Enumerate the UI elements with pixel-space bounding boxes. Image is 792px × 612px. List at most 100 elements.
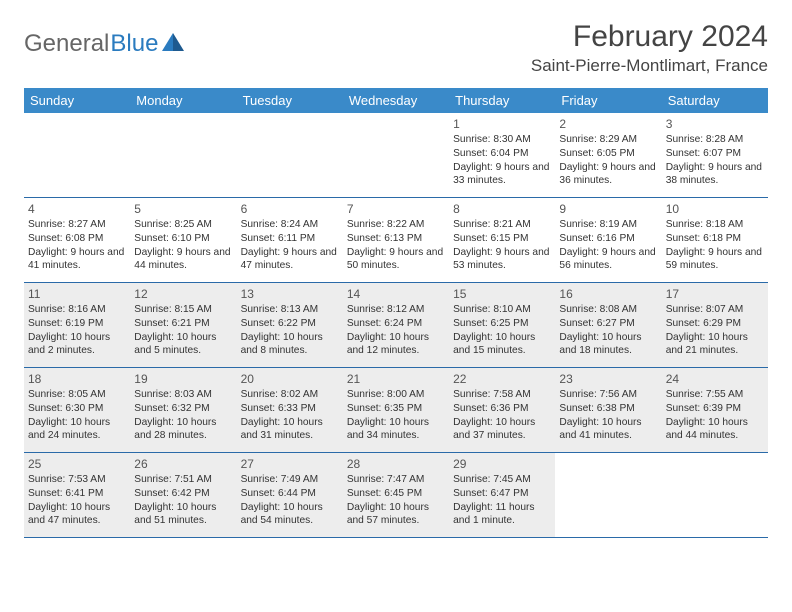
sunrise-text: Sunrise: 8:16 AM (28, 303, 126, 317)
daylight-text: Daylight: 10 hours and 5 minutes. (134, 331, 232, 359)
day-number: 18 (28, 371, 126, 387)
day-number: 14 (347, 286, 445, 302)
sunrise-text: Sunrise: 8:28 AM (666, 133, 764, 147)
daylight-text: Daylight: 10 hours and 28 minutes. (134, 416, 232, 444)
sunrise-text: Sunrise: 8:02 AM (241, 388, 339, 402)
day-cell: 21Sunrise: 8:00 AMSunset: 6:35 PMDayligh… (343, 368, 449, 452)
day-cell: 7Sunrise: 8:22 AMSunset: 6:13 PMDaylight… (343, 198, 449, 282)
sunset-text: Sunset: 6:19 PM (28, 317, 126, 331)
sunset-text: Sunset: 6:05 PM (559, 147, 657, 161)
day-cell: 9Sunrise: 8:19 AMSunset: 6:16 PMDaylight… (555, 198, 661, 282)
week-row: 18Sunrise: 8:05 AMSunset: 6:30 PM Dayligh… (24, 368, 768, 453)
day-number: 8 (453, 201, 551, 217)
day-number: 2 (559, 116, 657, 132)
daylight-text: Daylight: 10 hours and 21 minutes. (666, 331, 764, 359)
week-row: 4Sunrise: 8:27 AMSunset: 6:08 PMDaylight… (24, 198, 768, 283)
day-number: 7 (347, 201, 445, 217)
empty-cell (662, 453, 768, 537)
day-cell: 23Sunrise: 7:56 AMSunset: 6:38 PMDayligh… (555, 368, 661, 452)
sunrise-text: Sunrise: 8:27 AM (28, 218, 126, 232)
day-cell: 3Sunrise: 8:28 AMSunset: 6:07 PMDaylight… (662, 113, 768, 197)
day-cell: 14Sunrise: 8:12 AMSunset: 6:24 PMDayligh… (343, 283, 449, 367)
daylight-text: Daylight: 10 hours and 12 minutes. (347, 331, 445, 359)
day-number: 10 (666, 201, 764, 217)
sunrise-text: Sunrise: 8:22 AM (347, 218, 445, 232)
sunset-text: Sunset: 6:25 PM (453, 317, 551, 331)
daylight-text: Daylight: 11 hours and 1 minute. (453, 501, 551, 529)
daylight-text: Daylight: 10 hours and 44 minutes. (666, 416, 764, 444)
daylight-text: Daylight: 10 hours and 15 minutes. (453, 331, 551, 359)
sunset-text: Sunset: 6:42 PM (134, 487, 232, 501)
day-number: 3 (666, 116, 764, 132)
sunset-text: Sunset: 6:39 PM (666, 402, 764, 416)
sunset-text: Sunset: 6:24 PM (347, 317, 445, 331)
day-cell: 2Sunrise: 8:29 AMSunset: 6:05 PMDaylight… (555, 113, 661, 197)
sunset-text: Sunset: 6:22 PM (241, 317, 339, 331)
sunset-text: Sunset: 6:11 PM (241, 232, 339, 246)
day-header-cell: Sunday (24, 88, 130, 113)
empty-cell (343, 113, 449, 197)
day-cell: 27Sunrise: 7:49 AMSunset: 6:44 PMDayligh… (237, 453, 343, 537)
day-header-cell: Tuesday (237, 88, 343, 113)
sunrise-text: Sunrise: 8:05 AM (28, 388, 126, 402)
sunset-text: Sunset: 6:38 PM (559, 402, 657, 416)
sunset-text: Sunset: 6:30 PM (28, 402, 126, 416)
sunrise-text: Sunrise: 7:47 AM (347, 473, 445, 487)
sunset-text: Sunset: 6:27 PM (559, 317, 657, 331)
day-number: 11 (28, 286, 126, 302)
day-cell: 24Sunrise: 7:55 AMSunset: 6:39 PMDayligh… (662, 368, 768, 452)
sunset-text: Sunset: 6:47 PM (453, 487, 551, 501)
sunset-text: Sunset: 6:41 PM (28, 487, 126, 501)
daylight-text: Daylight: 9 hours and 44 minutes. (134, 246, 232, 274)
day-number: 22 (453, 371, 551, 387)
daylight-text: Daylight: 10 hours and 34 minutes. (347, 416, 445, 444)
sunset-text: Sunset: 6:10 PM (134, 232, 232, 246)
daylight-text: Daylight: 10 hours and 54 minutes. (241, 501, 339, 529)
logo-text-general: General (24, 30, 109, 58)
sunrise-text: Sunrise: 8:12 AM (347, 303, 445, 317)
sunrise-text: Sunrise: 8:07 AM (666, 303, 764, 317)
daylight-text: Daylight: 9 hours and 50 minutes. (347, 246, 445, 274)
day-number: 1 (453, 116, 551, 132)
day-cell: 1Sunrise: 8:30 AMSunset: 6:04 PMDaylight… (449, 113, 555, 197)
sunrise-text: Sunrise: 7:51 AM (134, 473, 232, 487)
daylight-text: Daylight: 9 hours and 56 minutes. (559, 246, 657, 274)
day-cell: 29Sunrise: 7:45 AMSunset: 6:47 PMDayligh… (449, 453, 555, 537)
day-cell: 28Sunrise: 7:47 AMSunset: 6:45 PMDayligh… (343, 453, 449, 537)
day-number: 15 (453, 286, 551, 302)
empty-cell (555, 453, 661, 537)
sunrise-text: Sunrise: 8:08 AM (559, 303, 657, 317)
empty-cell (237, 113, 343, 197)
day-number: 5 (134, 201, 232, 217)
weeks-container: 1Sunrise: 8:30 AMSunset: 6:04 PMDaylight… (24, 113, 768, 538)
sunset-text: Sunset: 6:45 PM (347, 487, 445, 501)
day-header-cell: Friday (555, 88, 661, 113)
day-cell: 12Sunrise: 8:15 AMSunset: 6:21 PMDayligh… (130, 283, 236, 367)
day-cell: 5Sunrise: 8:25 AMSunset: 6:10 PMDaylight… (130, 198, 236, 282)
day-cell: 18Sunrise: 8:05 AMSunset: 6:30 PMDayligh… (24, 368, 130, 452)
daylight-text: Daylight: 9 hours and 33 minutes. (453, 161, 551, 189)
day-header-cell: Wednesday (343, 88, 449, 113)
daylight-text: Daylight: 10 hours and 51 minutes. (134, 501, 232, 529)
day-cell: 16Sunrise: 8:08 AMSunset: 6:27 PMDayligh… (555, 283, 661, 367)
day-number: 28 (347, 456, 445, 472)
day-cell: 19Sunrise: 8:03 AMSunset: 6:32 PMDayligh… (130, 368, 236, 452)
day-header-cell: Saturday (662, 88, 768, 113)
sunrise-text: Sunrise: 8:18 AM (666, 218, 764, 232)
day-number: 16 (559, 286, 657, 302)
day-number: 9 (559, 201, 657, 217)
sunrise-text: Sunrise: 7:49 AM (241, 473, 339, 487)
daylight-text: Daylight: 10 hours and 47 minutes. (28, 501, 126, 529)
sunrise-text: Sunrise: 7:58 AM (453, 388, 551, 402)
sunrise-text: Sunrise: 8:13 AM (241, 303, 339, 317)
sunrise-text: Sunrise: 8:29 AM (559, 133, 657, 147)
day-header-row: SundayMondayTuesdayWednesdayThursdayFrid… (24, 88, 768, 113)
daylight-text: Daylight: 9 hours and 36 minutes. (559, 161, 657, 189)
month-title: February 2024 (531, 20, 768, 54)
daylight-text: Daylight: 10 hours and 37 minutes. (453, 416, 551, 444)
day-number: 12 (134, 286, 232, 302)
day-header-cell: Thursday (449, 88, 555, 113)
sunset-text: Sunset: 6:07 PM (666, 147, 764, 161)
sunrise-text: Sunrise: 8:30 AM (453, 133, 551, 147)
daylight-text: Daylight: 9 hours and 59 minutes. (666, 246, 764, 274)
